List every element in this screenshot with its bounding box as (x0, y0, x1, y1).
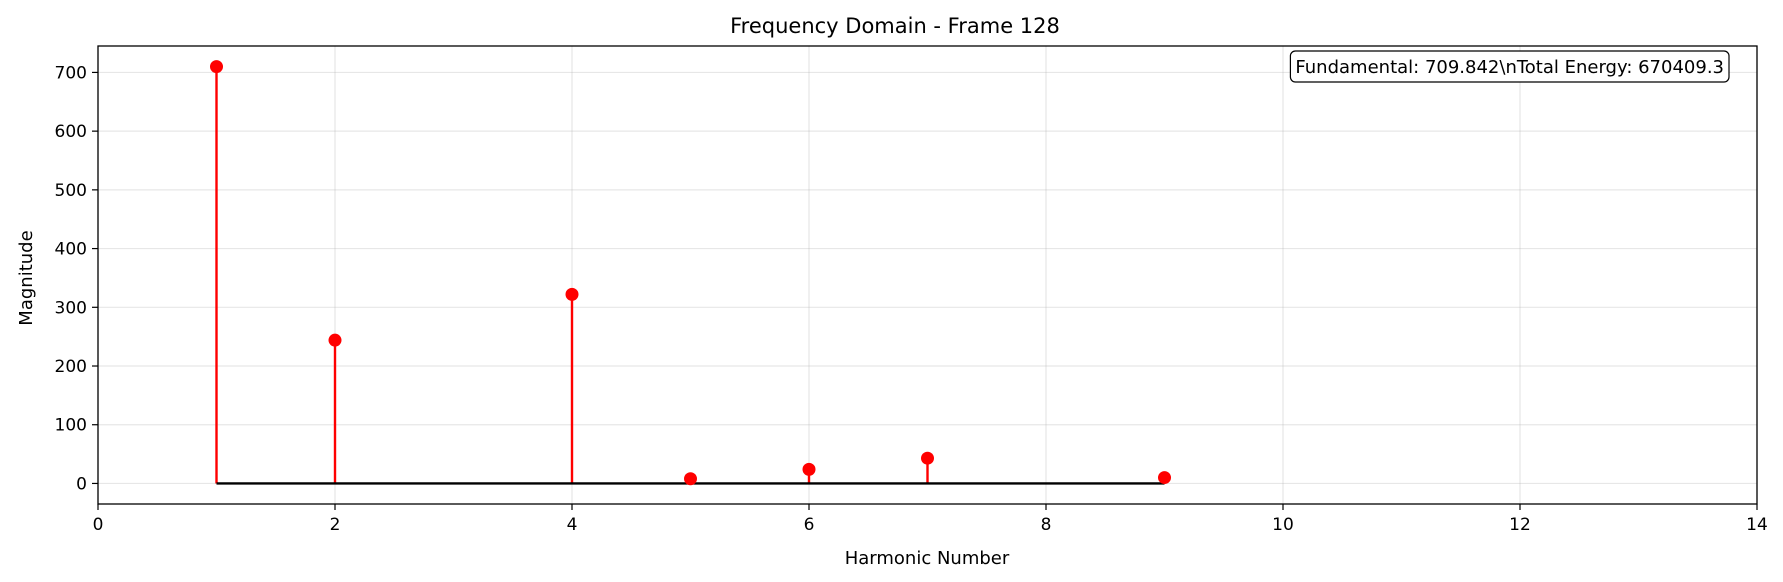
grid-lines (97, 46, 1758, 504)
x-tick-label: 8 (1041, 515, 1052, 535)
y-tick-label: 0 (76, 474, 87, 494)
stem-marker (921, 451, 934, 465)
y-axis-ticks: 0 100 200 300 400 500 600 700 (55, 63, 98, 494)
x-axis-label: Harmonic Number (845, 548, 1010, 569)
stem-marker (565, 287, 579, 301)
y-tick-label: 500 (55, 181, 87, 201)
y-tick-label: 600 (55, 122, 87, 142)
x-tick-label: 4 (567, 515, 578, 535)
x-tick-label: 6 (804, 515, 815, 535)
annotation-frame (1289, 50, 1730, 83)
annotation-box: Fundamental: 709.842\nTotal Energy: 6704… (1289, 50, 1730, 83)
x-tick-label: 0 (93, 515, 104, 535)
x-tick-label: 2 (330, 515, 341, 535)
x-axis-ticks: 0 2 4 6 8 10 12 14 (93, 504, 1768, 535)
plot-frame (97, 45, 1758, 505)
y-tick-label: 300 (55, 298, 87, 318)
y-tick-label: 700 (55, 63, 87, 83)
stem-marker (328, 333, 342, 347)
stem-marker (1158, 471, 1171, 485)
x-tick-label: 12 (1509, 515, 1531, 535)
y-tick-label: 200 (55, 357, 87, 377)
stem-marker (684, 472, 697, 486)
y-axis-label: Magnitude (16, 230, 37, 325)
y-tick-label: 100 (55, 416, 87, 436)
x-tick-label: 14 (1746, 515, 1768, 535)
chart-title: Frequency Domain - Frame 128 (730, 14, 1060, 38)
annotation-text: Fundamental: 709.842\nTotal Energy: 6704… (1295, 57, 1724, 78)
y-tick-label: 400 (55, 240, 87, 260)
x-tick-label: 10 (1272, 515, 1294, 535)
stem-marker (210, 60, 223, 74)
stem-marker (802, 462, 816, 476)
stem-series (210, 60, 1171, 486)
